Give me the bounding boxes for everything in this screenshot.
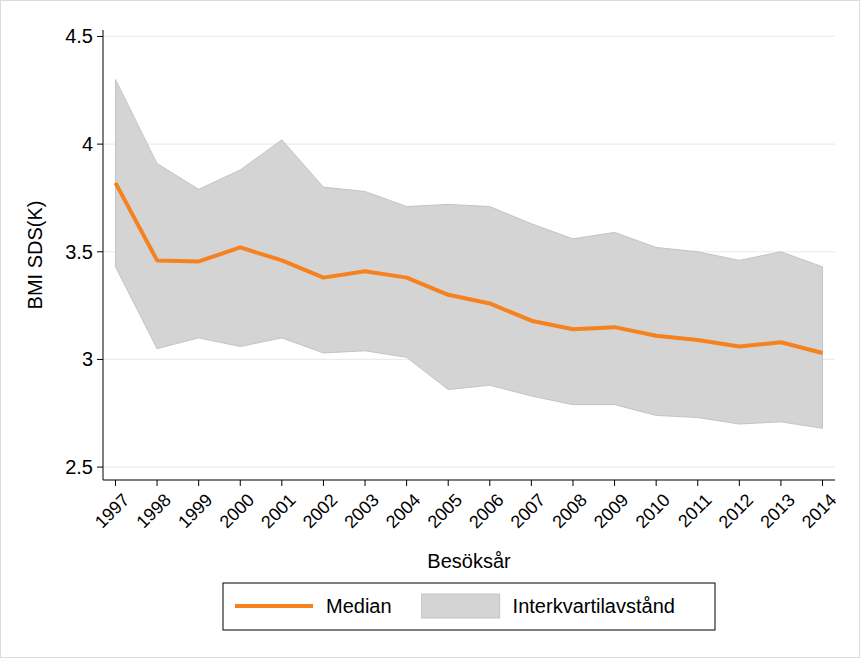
- x-tick-label: 1999: [174, 490, 216, 532]
- x-tick: [614, 480, 615, 486]
- x-tick: [157, 480, 158, 486]
- grid-line: [103, 144, 835, 145]
- y-tick-label: 3.5: [65, 241, 93, 263]
- grid-line: [103, 36, 835, 37]
- y-tick-label: 4.5: [65, 25, 93, 47]
- chart: 2.533.544.519971998199920002001200220032…: [0, 0, 860, 658]
- x-tick: [780, 480, 781, 486]
- y-tick-label: 4: [82, 133, 93, 155]
- x-tick: [697, 480, 698, 486]
- y-tick-label: 3: [82, 348, 93, 370]
- x-tick-label: 2003: [340, 490, 382, 532]
- x-tick-label: 2002: [299, 490, 341, 532]
- legend: Median Interkvartilavstånd: [223, 583, 715, 630]
- x-tick: [323, 480, 324, 486]
- iqr-band: [115, 80, 822, 429]
- x-tick: [739, 480, 740, 486]
- y-tick: [97, 144, 103, 145]
- x-tick: [572, 480, 573, 486]
- x-tick-label: 2013: [756, 490, 798, 532]
- x-tick: [448, 480, 449, 486]
- x-tick: [115, 480, 116, 486]
- y-axis: [103, 30, 104, 480]
- x-axis: [103, 480, 835, 481]
- x-tick-label: 1997: [91, 490, 133, 532]
- x-tick: [656, 480, 657, 486]
- y-tick: [97, 467, 103, 468]
- x-tick-label: 2010: [632, 490, 674, 532]
- background: [1, 1, 860, 658]
- y-tick: [97, 251, 103, 252]
- plot-area: [115, 80, 822, 429]
- grid-line: [103, 466, 835, 467]
- legend-label: Interkvartilavstånd: [513, 595, 675, 617]
- legend-label: Median: [326, 595, 392, 617]
- x-tick: [365, 480, 366, 486]
- y-tick-label: 2.5: [65, 456, 93, 478]
- x-tick-label: 2012: [715, 490, 757, 532]
- x-tick: [406, 480, 407, 486]
- x-tick-label: 2007: [507, 490, 549, 532]
- legend-swatch: [235, 604, 313, 608]
- x-tick: [198, 480, 199, 486]
- x-tick: [489, 480, 490, 486]
- x-tick-label: 2009: [590, 490, 632, 532]
- x-tick-label: 2005: [424, 490, 466, 532]
- y-tick: [97, 36, 103, 37]
- x-axis-label: Besöksår: [427, 550, 511, 572]
- legend-swatch: [422, 594, 500, 618]
- x-tick-label: 1998: [132, 490, 174, 532]
- x-tick: [531, 480, 532, 486]
- x-tick-label: 2001: [257, 490, 299, 532]
- x-tick-label: 2014: [798, 490, 840, 532]
- legend-box: [223, 583, 715, 630]
- y-axis-label: BMI SDS(K): [24, 201, 46, 310]
- x-tick-label: 2000: [216, 490, 258, 532]
- x-tick-label: 2006: [465, 490, 507, 532]
- x-tick: [240, 480, 241, 486]
- x-tick: [822, 480, 823, 486]
- x-tick-label: 2004: [382, 490, 424, 532]
- x-tick: [281, 480, 282, 486]
- x-tick-label: 2011: [674, 490, 716, 532]
- y-tick: [97, 359, 103, 360]
- x-tick-label: 2008: [548, 490, 590, 532]
- median-line: [115, 183, 822, 353]
